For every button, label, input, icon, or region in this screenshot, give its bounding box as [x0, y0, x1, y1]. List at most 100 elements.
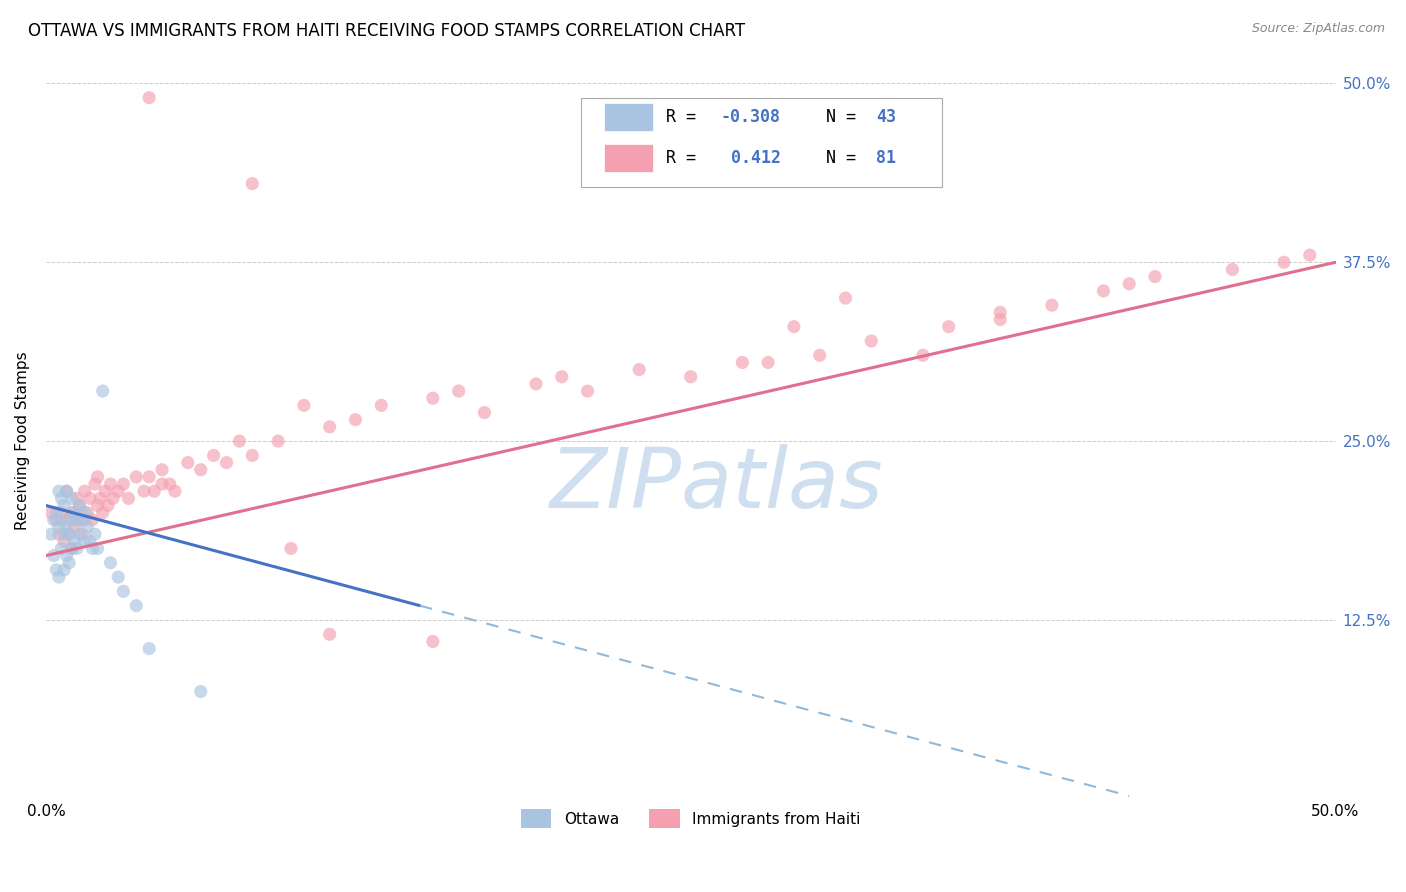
Point — [1040, 298, 1063, 312]
Point — [55, 520, 77, 534]
Point — [55, 484, 77, 499]
Point — [94, 484, 117, 499]
Point — [58, 527, 80, 541]
Text: R =: R = — [666, 108, 706, 126]
Bar — [605, 145, 654, 171]
Point — [51, 506, 73, 520]
Point — [84, 527, 107, 541]
Point — [125, 470, 148, 484]
Point — [1092, 284, 1115, 298]
Text: -0.308: -0.308 — [720, 108, 780, 126]
Point — [318, 420, 340, 434]
Point — [39, 506, 62, 520]
Point — [422, 634, 444, 648]
Point — [731, 355, 754, 369]
Point — [143, 484, 166, 499]
Point — [48, 520, 70, 534]
Point — [76, 506, 98, 520]
Point — [138, 470, 160, 484]
Point — [159, 477, 181, 491]
Point — [53, 527, 76, 541]
Point — [55, 484, 77, 499]
Point — [55, 549, 77, 563]
Point — [860, 334, 883, 348]
Point — [576, 384, 599, 398]
Point — [1143, 269, 1166, 284]
Point — [86, 470, 108, 484]
Point — [69, 527, 91, 541]
Point — [240, 449, 263, 463]
Point — [344, 412, 367, 426]
Point — [79, 491, 101, 506]
Point — [1222, 262, 1244, 277]
Point — [69, 499, 91, 513]
Point — [138, 91, 160, 105]
Point — [107, 484, 129, 499]
Point — [69, 499, 91, 513]
Point — [280, 541, 302, 556]
Point — [66, 513, 89, 527]
Point — [112, 477, 135, 491]
Point — [53, 534, 76, 549]
Point — [808, 348, 831, 362]
Point — [150, 463, 173, 477]
Point — [91, 506, 114, 520]
Point — [132, 484, 155, 499]
Point — [76, 520, 98, 534]
Point — [42, 549, 65, 563]
Point — [422, 391, 444, 405]
Point — [215, 456, 238, 470]
Point — [91, 384, 114, 398]
Point — [53, 499, 76, 513]
Point — [63, 520, 86, 534]
Point — [1299, 248, 1322, 262]
Point — [73, 484, 96, 499]
Point — [63, 534, 86, 549]
Point — [60, 541, 83, 556]
Text: 43: 43 — [876, 108, 897, 126]
Point — [58, 527, 80, 541]
Point — [66, 541, 89, 556]
Point — [911, 348, 934, 362]
Point — [163, 484, 186, 499]
Point — [82, 541, 104, 556]
Point — [60, 491, 83, 506]
Point — [524, 376, 547, 391]
Point — [45, 506, 67, 520]
Point — [45, 563, 67, 577]
Point — [150, 477, 173, 491]
Text: 0.412: 0.412 — [731, 149, 780, 167]
Point — [112, 584, 135, 599]
Point — [55, 513, 77, 527]
Point — [938, 319, 960, 334]
Point — [101, 491, 124, 506]
Bar — [605, 103, 654, 130]
Point — [60, 513, 83, 527]
Point — [551, 369, 574, 384]
Text: OTTAWA VS IMMIGRANTS FROM HAITI RECEIVING FOOD STAMPS CORRELATION CHART: OTTAWA VS IMMIGRANTS FROM HAITI RECEIVIN… — [28, 22, 745, 40]
Point — [45, 513, 67, 527]
Point — [60, 541, 83, 556]
Point — [82, 513, 104, 527]
Point — [318, 627, 340, 641]
Point — [240, 177, 263, 191]
Legend: Ottawa, Immigrants from Haiti: Ottawa, Immigrants from Haiti — [515, 804, 866, 834]
Point — [988, 305, 1011, 319]
Point — [63, 506, 86, 520]
Point — [756, 355, 779, 369]
Point — [73, 534, 96, 549]
Point — [267, 434, 290, 449]
Point — [125, 599, 148, 613]
Point — [58, 556, 80, 570]
Point — [70, 527, 93, 541]
Point — [447, 384, 470, 398]
Y-axis label: Receiving Food Stamps: Receiving Food Stamps — [15, 351, 30, 531]
Point — [42, 513, 65, 527]
Point — [51, 541, 73, 556]
Point — [679, 369, 702, 384]
Text: Source: ZipAtlas.com: Source: ZipAtlas.com — [1251, 22, 1385, 36]
Text: N =: N = — [806, 108, 866, 126]
Point — [66, 491, 89, 506]
Point — [97, 499, 120, 513]
Text: R =: R = — [666, 149, 716, 167]
